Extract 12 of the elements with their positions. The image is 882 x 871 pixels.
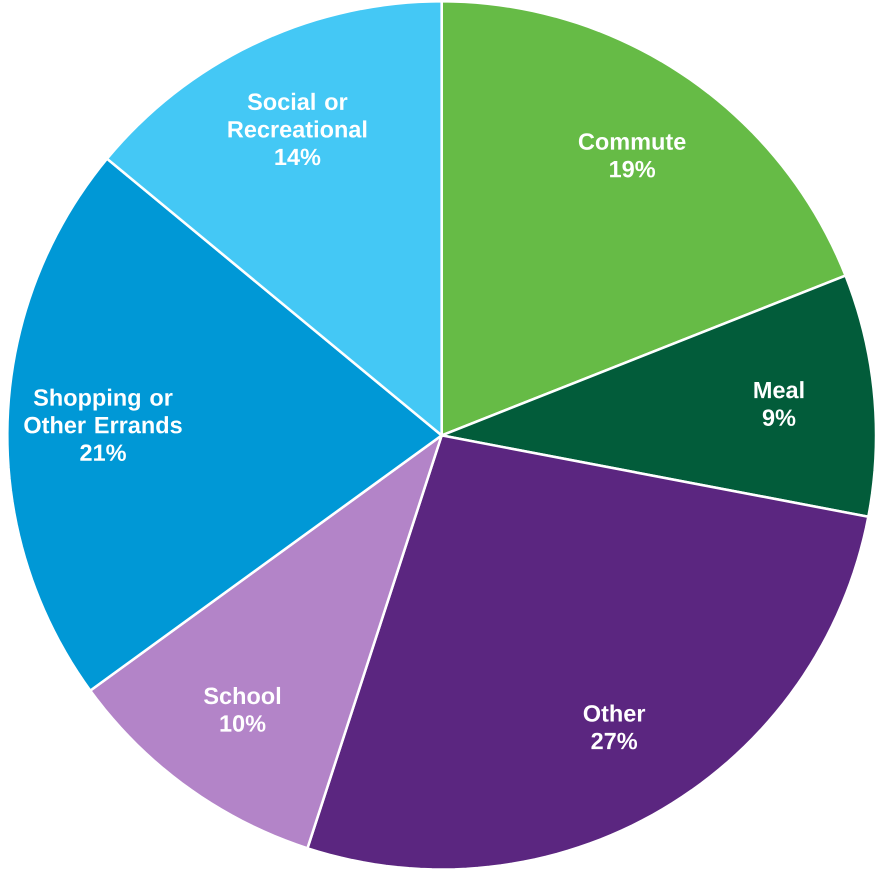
data-label: 19% [610,160,656,178]
slice-label: Commute [578,133,686,150]
data-label: 9% [762,409,796,426]
slice-label: School [204,687,280,704]
slice-label: Other [584,704,646,722]
slice-label: Social or Recreational [228,92,366,138]
data-label: 10% [220,715,266,732]
slice-label: Shopping or Other Errands [24,388,182,434]
data-label: 21% [80,444,126,462]
slice-label: Meal [754,381,804,398]
data-label: 27% [591,732,638,750]
data-label: 14% [275,148,320,166]
